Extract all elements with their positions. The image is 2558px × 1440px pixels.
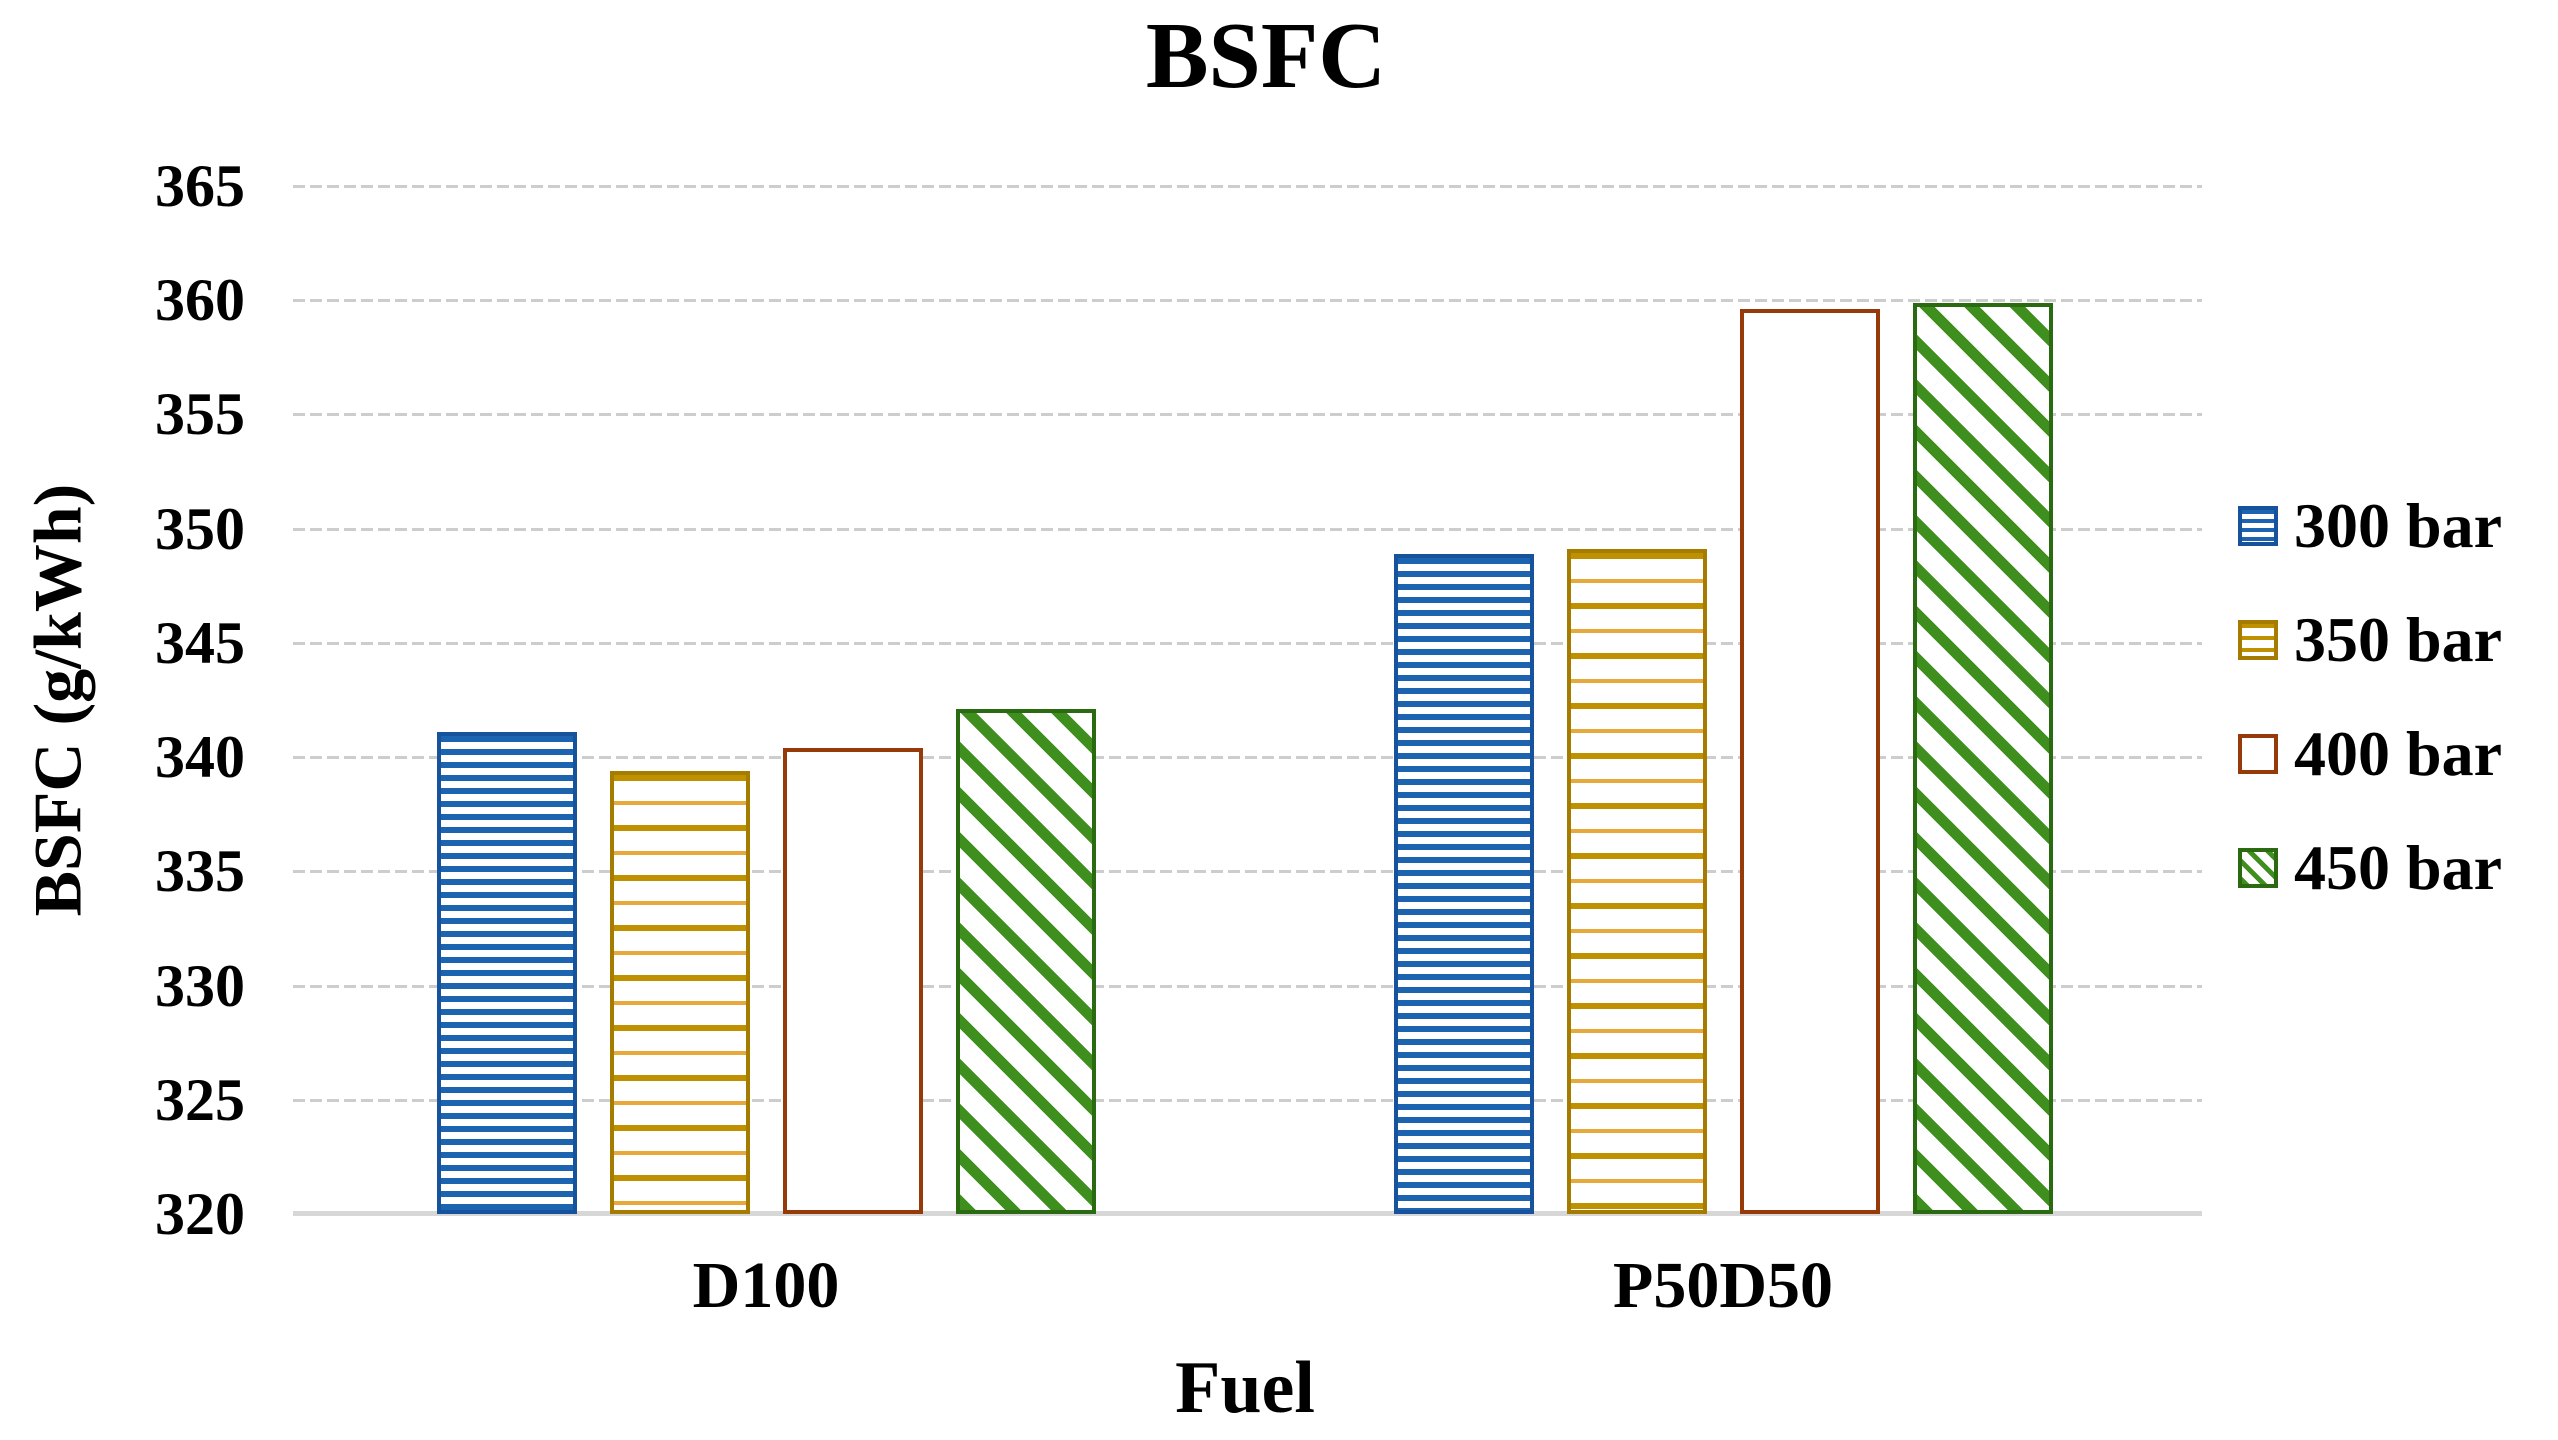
legend: 300 bar 350 bar 400 bar 450 bar xyxy=(2238,494,2502,900)
bar-D100-450bar xyxy=(955,709,1096,1214)
legend-key-swatch xyxy=(2238,620,2278,660)
y-tick-label-365: 365 xyxy=(155,153,245,219)
bar-group-P50D50 xyxy=(1393,303,2053,1214)
bar-D100-300bar xyxy=(436,732,577,1214)
y-tick-label-355: 355 xyxy=(155,381,245,447)
legend-key-swatch xyxy=(2238,734,2278,774)
bar-P50D50-400bar xyxy=(1739,309,1880,1214)
plot-area: 365 360 355 350 345 340 335 330 325 320 xyxy=(155,156,2202,1244)
bar-P50D50-350bar xyxy=(1566,549,1707,1214)
y-tick-label-340: 340 xyxy=(155,724,245,790)
bar-P50D50-450bar xyxy=(1912,303,2053,1214)
legend-key-swatch xyxy=(2238,506,2278,546)
y-tick-label-350: 350 xyxy=(155,496,245,562)
x-category-label-D100: D100 xyxy=(692,1249,840,1322)
y-tick-label-335: 335 xyxy=(155,838,245,904)
legend-label: 450 bar xyxy=(2294,832,2502,903)
gridline-325 xyxy=(293,1099,2202,1102)
x-axis-title: Fuel xyxy=(1175,1347,1315,1429)
gridline-345 xyxy=(293,642,2202,645)
gridline-365 xyxy=(293,185,2202,188)
gridline-340 xyxy=(293,756,2202,759)
bar-D100-350bar xyxy=(609,771,750,1214)
bar-P50D50-300bar xyxy=(1393,554,1534,1214)
legend-label: 400 bar xyxy=(2294,718,2502,789)
legend-item-300bar: 300 bar xyxy=(2238,494,2502,558)
y-tick-label-330: 330 xyxy=(155,953,245,1019)
x-axis-line xyxy=(293,1211,2202,1216)
legend-label: 300 bar xyxy=(2294,490,2502,561)
y-tick-label-345: 345 xyxy=(155,610,245,676)
chart-title: BSFC xyxy=(1145,4,1387,108)
legend-label: 350 bar xyxy=(2294,604,2502,675)
y-tick-label-320: 320 xyxy=(155,1181,245,1247)
legend-key-swatch xyxy=(2238,848,2278,888)
y-tick-label-325: 325 xyxy=(155,1067,245,1133)
legend-item-450bar: 450 bar xyxy=(2238,836,2502,900)
gridline-335 xyxy=(293,870,2202,873)
gridline-330 xyxy=(293,985,2202,988)
y-tick-label-360: 360 xyxy=(155,267,245,333)
bar-group-D100 xyxy=(436,709,1096,1214)
legend-item-400bar: 400 bar xyxy=(2238,722,2502,786)
gridline-355 xyxy=(293,413,2202,416)
bar-D100-400bar xyxy=(782,748,923,1214)
x-category-label-P50D50: P50D50 xyxy=(1613,1249,1833,1322)
gridline-350 xyxy=(293,528,2202,531)
gridline-360 xyxy=(293,299,2202,302)
legend-item-350bar: 350 bar xyxy=(2238,608,2502,672)
